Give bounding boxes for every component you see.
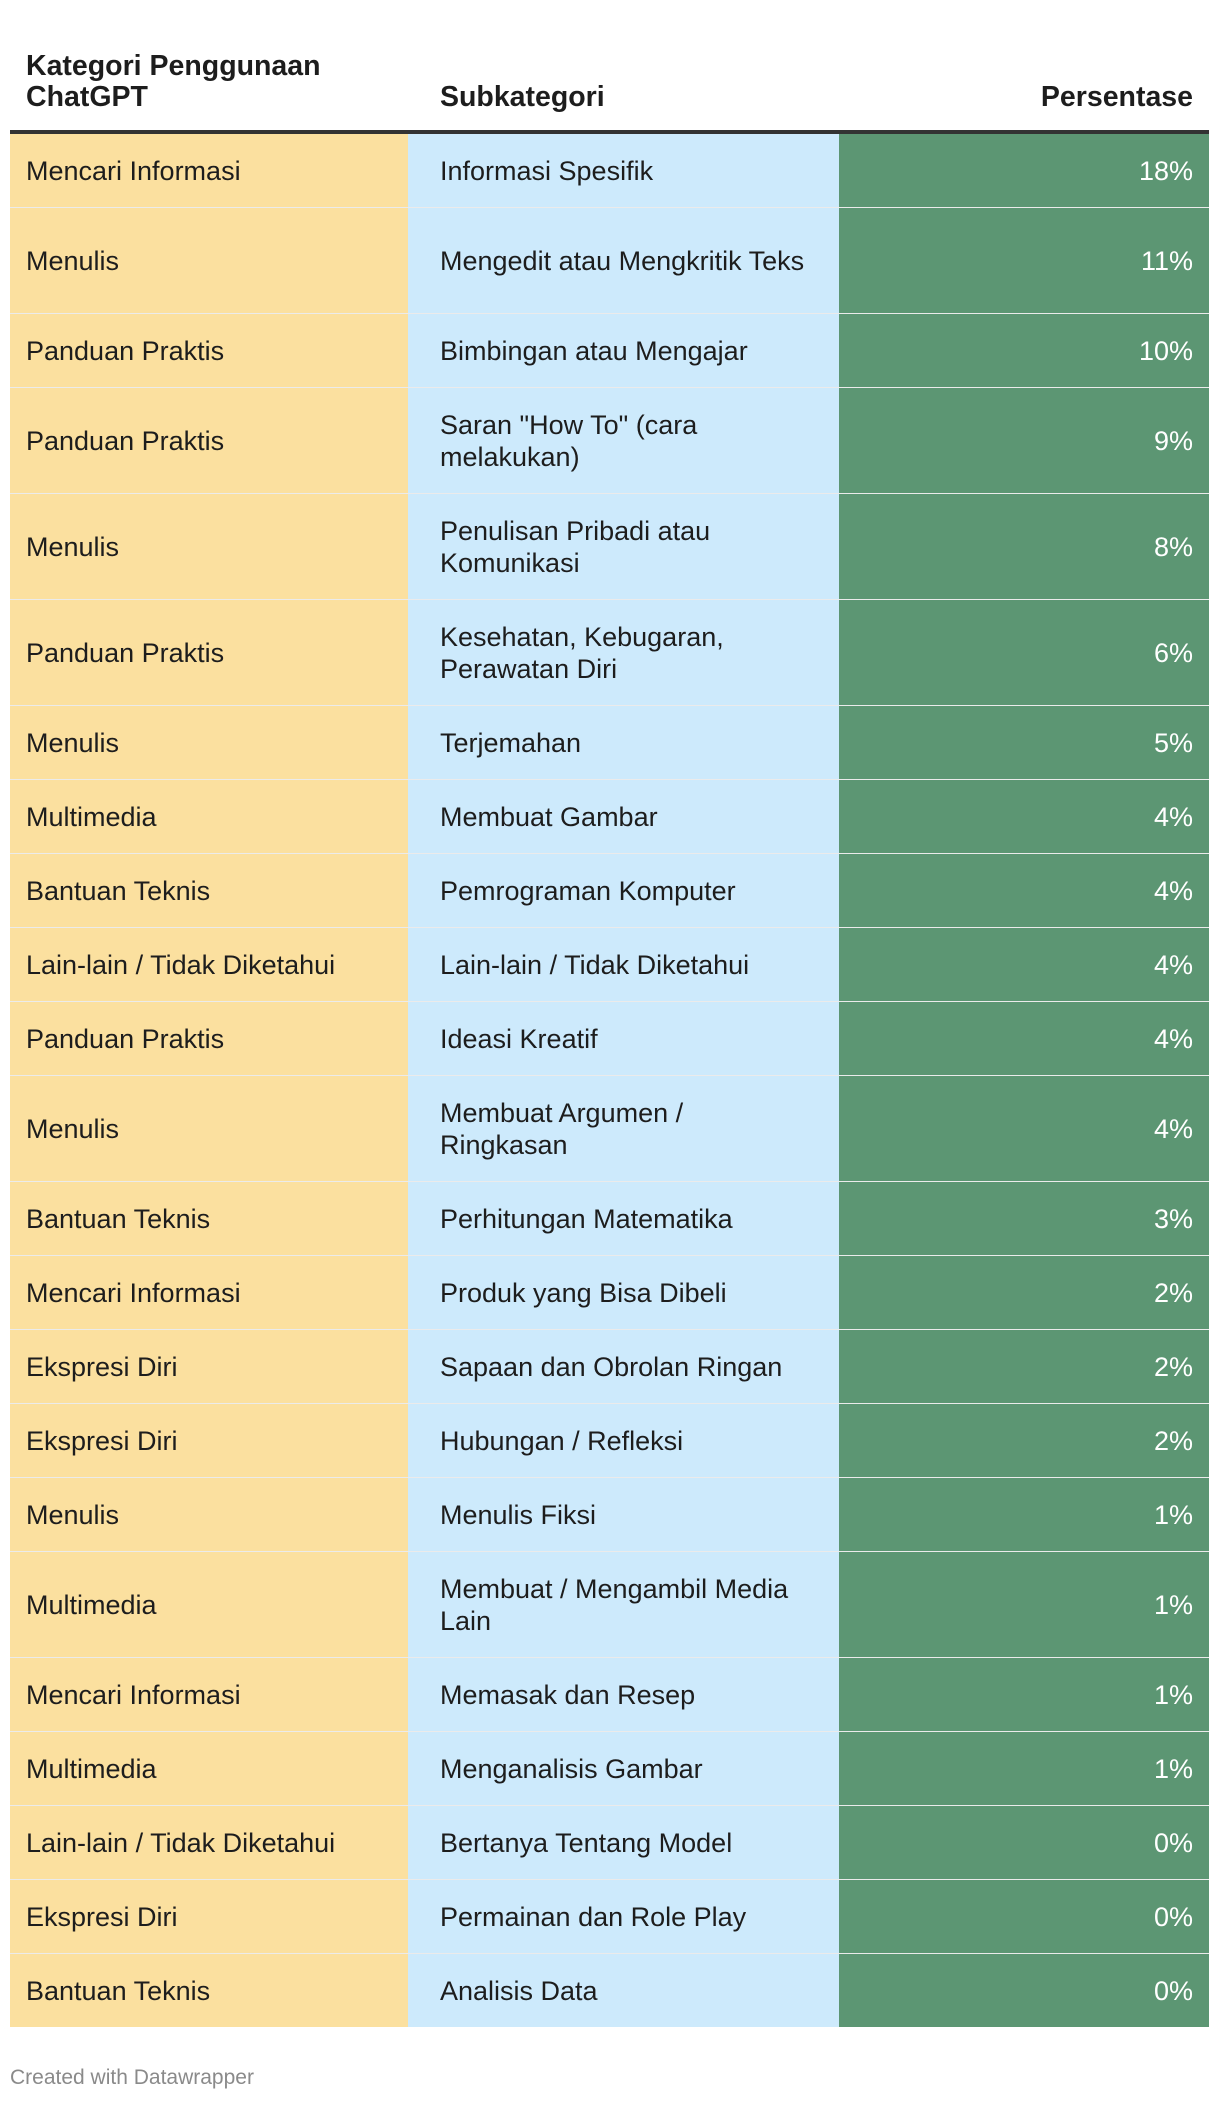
table-row: Menulis Terjemahan 5% bbox=[10, 706, 1209, 780]
cell-category: Panduan Praktis bbox=[10, 314, 408, 387]
table-row: Menulis Penulisan Pribadi atau Komunikasi… bbox=[10, 494, 1209, 600]
cell-category: Mencari Informasi bbox=[10, 1256, 408, 1329]
table-row: Lain-lain / Tidak Diketahui Bertanya Tent… bbox=[10, 1806, 1209, 1880]
cell-subcategory: Ideasi Kreatif bbox=[408, 1002, 839, 1075]
cell-subcategory: Pemrograman Komputer bbox=[408, 854, 839, 927]
cell-percentage: 0% bbox=[839, 1806, 1209, 1879]
cell-percentage: 2% bbox=[839, 1256, 1209, 1329]
cell-percentage: 4% bbox=[839, 854, 1209, 927]
table-row: Mencari Informasi Informasi Spesifik 18% bbox=[10, 134, 1209, 208]
cell-subcategory: Perhitungan Matematika bbox=[408, 1182, 839, 1255]
table-row: Menulis Membuat Argumen / Ringkasan 4% bbox=[10, 1076, 1209, 1182]
cell-subcategory: Menganalisis Gambar bbox=[408, 1732, 839, 1805]
cell-subcategory: Lain-lain / Tidak Diketahui bbox=[408, 928, 839, 1001]
table-row: Bantuan Teknis Pemrograman Komputer 4% bbox=[10, 854, 1209, 928]
cell-percentage: 4% bbox=[839, 928, 1209, 1001]
cell-percentage: 4% bbox=[839, 1002, 1209, 1075]
cell-percentage: 1% bbox=[839, 1658, 1209, 1731]
cell-percentage: 2% bbox=[839, 1404, 1209, 1477]
cell-category: Multimedia bbox=[10, 780, 408, 853]
cell-percentage: 1% bbox=[839, 1478, 1209, 1551]
cell-subcategory: Produk yang Bisa Dibeli bbox=[408, 1256, 839, 1329]
cell-category: Menulis bbox=[10, 1076, 408, 1181]
table-row: Ekspresi Diri Sapaan dan Obrolan Ringan 2% bbox=[10, 1330, 1209, 1404]
cell-category: Menulis bbox=[10, 706, 408, 779]
table-row: Panduan Praktis Bimbingan atau Mengajar 10… bbox=[10, 314, 1209, 388]
cell-subcategory: Permainan dan Role Play bbox=[408, 1880, 839, 1953]
cell-category: Mencari Informasi bbox=[10, 1658, 408, 1731]
header-percentage: Persentase bbox=[1040, 81, 1193, 114]
table-row: Lain-lain / Tidak Diketahui Lain-lain / T… bbox=[10, 928, 1209, 1002]
cell-subcategory: Mengedit atau Mengkritik Teks bbox=[408, 208, 839, 313]
cell-category: Multimedia bbox=[10, 1732, 408, 1805]
cell-category: Ekspresi Diri bbox=[10, 1330, 408, 1403]
table-body: Mencari Informasi Informasi Spesifik 18% Me… bbox=[10, 134, 1209, 2027]
cell-category: Ekspresi Diri bbox=[10, 1404, 408, 1477]
table-row: Multimedia Menganalisis Gambar 1% bbox=[10, 1732, 1209, 1806]
cell-percentage: 8% bbox=[839, 494, 1209, 599]
cell-percentage: 9% bbox=[839, 388, 1209, 493]
footer-credit: Created with Datawrapper bbox=[10, 2066, 254, 2089]
cell-subcategory: Bimbingan atau Mengajar bbox=[408, 314, 839, 387]
cell-category: Panduan Praktis bbox=[10, 388, 408, 493]
table-row: Mencari Informasi Memasak dan Resep 1% bbox=[10, 1658, 1209, 1732]
cell-category: Menulis bbox=[10, 494, 408, 599]
cell-subcategory: Membuat Gambar bbox=[408, 780, 839, 853]
table-row: Bantuan Teknis Perhitungan Matematika 3% bbox=[10, 1182, 1209, 1256]
cell-category: Multimedia bbox=[10, 1552, 408, 1657]
cell-percentage: 11% bbox=[839, 208, 1209, 313]
cell-subcategory: Terjemahan bbox=[408, 706, 839, 779]
cell-subcategory: Saran "How To" (cara melakukan) bbox=[408, 388, 839, 493]
cell-percentage: 6% bbox=[839, 600, 1209, 705]
cell-category: Lain-lain / Tidak Diketahui bbox=[10, 1806, 408, 1879]
cell-subcategory: Menulis Fiksi bbox=[408, 1478, 839, 1551]
cell-percentage: 2% bbox=[839, 1330, 1209, 1403]
cell-subcategory: Memasak dan Resep bbox=[408, 1658, 839, 1731]
table-row: Ekspresi Diri Permainan dan Role Play 0% bbox=[10, 1880, 1209, 1954]
table-row: Ekspresi Diri Hubungan / Refleksi 2% bbox=[10, 1404, 1209, 1478]
cell-category: Bantuan Teknis bbox=[10, 854, 408, 927]
cell-percentage: 18% bbox=[839, 134, 1209, 207]
cell-subcategory: Informasi Spesifik bbox=[408, 134, 839, 207]
cell-category: Menulis bbox=[10, 1478, 408, 1551]
header-category: Kategori Penggunaan ChatGPT bbox=[26, 49, 321, 114]
table-row: Bantuan Teknis Analisis Data 0% bbox=[10, 1954, 1209, 2027]
cell-category: Menulis bbox=[10, 208, 408, 313]
table-row: Panduan Praktis Ideasi Kreatif 4% bbox=[10, 1002, 1209, 1076]
cell-percentage: 1% bbox=[839, 1552, 1209, 1657]
cell-category: Panduan Praktis bbox=[10, 1002, 408, 1075]
table-row: Panduan Praktis Kesehatan, Kebugaran, Per… bbox=[10, 600, 1209, 706]
cell-percentage: 10% bbox=[839, 314, 1209, 387]
cell-subcategory: Membuat / Mengambil Media Lain bbox=[408, 1552, 839, 1657]
data-table: Kategori Penggunaan ChatGPT Subkategori … bbox=[10, 0, 1209, 2027]
cell-percentage: 0% bbox=[839, 1880, 1209, 1953]
table-header: Kategori Penggunaan ChatGPT Subkategori … bbox=[10, 0, 1209, 134]
cell-category: Mencari Informasi bbox=[10, 134, 408, 207]
cell-category: Bantuan Teknis bbox=[10, 1182, 408, 1255]
cell-category: Lain-lain / Tidak Diketahui bbox=[10, 928, 408, 1001]
cell-percentage: 4% bbox=[839, 1076, 1209, 1181]
cell-subcategory: Membuat Argumen / Ringkasan bbox=[408, 1076, 839, 1181]
cell-subcategory: Analisis Data bbox=[408, 1954, 839, 2027]
header-subcategory: Subkategori bbox=[440, 81, 605, 114]
table-row: Panduan Praktis Saran "How To" (cara mela… bbox=[10, 388, 1209, 494]
cell-subcategory: Bertanya Tentang Model bbox=[408, 1806, 839, 1879]
cell-category: Ekspresi Diri bbox=[10, 1880, 408, 1953]
cell-percentage: 3% bbox=[839, 1182, 1209, 1255]
cell-subcategory: Sapaan dan Obrolan Ringan bbox=[408, 1330, 839, 1403]
cell-percentage: 0% bbox=[839, 1954, 1209, 2027]
cell-percentage: 4% bbox=[839, 780, 1209, 853]
cell-subcategory: Kesehatan, Kebugaran, Perawatan Diri bbox=[408, 600, 839, 705]
table-row: Mencari Informasi Produk yang Bisa Dibeli… bbox=[10, 1256, 1209, 1330]
cell-category: Panduan Praktis bbox=[10, 600, 408, 705]
table-row: Multimedia Membuat / Mengambil Media Lain… bbox=[10, 1552, 1209, 1658]
cell-percentage: 5% bbox=[839, 706, 1209, 779]
table-row: Menulis Mengedit atau Mengkritik Teks 11% bbox=[10, 208, 1209, 314]
table-row: Multimedia Membuat Gambar 4% bbox=[10, 780, 1209, 854]
cell-percentage: 1% bbox=[839, 1732, 1209, 1805]
cell-subcategory: Penulisan Pribadi atau Komunikasi bbox=[408, 494, 839, 599]
cell-category: Bantuan Teknis bbox=[10, 1954, 408, 2027]
cell-subcategory: Hubungan / Refleksi bbox=[408, 1404, 839, 1477]
table-row: Menulis Menulis Fiksi 1% bbox=[10, 1478, 1209, 1552]
